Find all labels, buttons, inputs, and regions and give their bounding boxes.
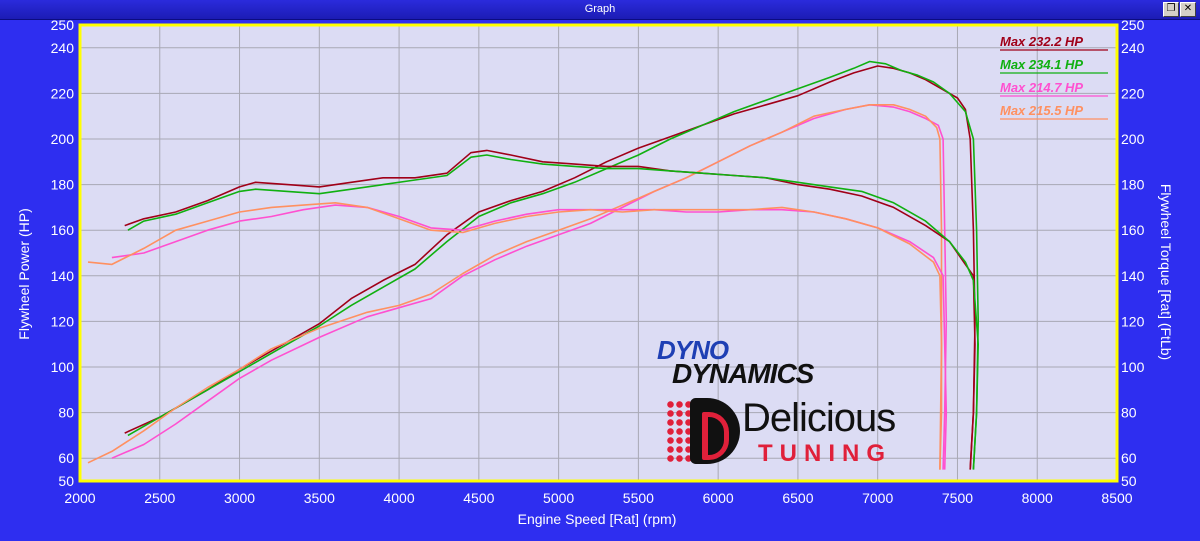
y-tick-label: 180 <box>51 177 75 193</box>
x-tick-label: 5000 <box>543 490 574 506</box>
dyno-chart: 2000 2500 3000 3500 4000 4500 5000 5500 6000 6500… <box>16 19 1174 527</box>
x-tick-label: 2000 <box>64 490 95 506</box>
x-tick-label: 8000 <box>1022 490 1053 506</box>
x-tick-label: 5500 <box>623 490 654 506</box>
y2-tick-label: 160 <box>1121 222 1145 238</box>
legend: Max 232.2 HP Max 234.1 HP Max 214.7 HP Max … <box>1000 34 1108 120</box>
x-axis-label: Engine Speed [Rat] (rpm) <box>518 511 677 527</box>
brand-sub-text: TUNING <box>758 440 892 467</box>
x-tick-labels: 2000 2500 3000 3500 4000 4500 5000 5500 6000 6500… <box>64 490 1132 506</box>
y2-tick-labels: 50 60 80 100 120 140 160 180 200 220 240 250 <box>1121 19 1145 489</box>
legend-entry: Max 214.7 HP <box>1000 80 1083 95</box>
y-tick-label: 250 <box>51 19 75 33</box>
power-curve <box>87 104 943 470</box>
x-tick-label: 6500 <box>782 490 813 506</box>
y-tick-label: 100 <box>51 359 75 375</box>
y2-tick-label: 250 <box>1121 19 1145 33</box>
x-tick-label: 7000 <box>862 490 893 506</box>
dyno-logo-top: DYNO <box>657 335 729 365</box>
y-axis-label: Flywheel Power (HP) <box>16 208 32 339</box>
y-tick-labels: 50 60 80 100 120 140 160 180 200 220 240 250 <box>51 19 75 489</box>
torque-curve <box>87 202 943 470</box>
window-title: Graph <box>584 3 616 15</box>
brand-main-text: Delicious <box>742 396 896 440</box>
data-curves <box>87 60 979 470</box>
torque-curve <box>127 154 979 470</box>
y2-tick-label: 120 <box>1121 313 1145 329</box>
x-tick-label: 3500 <box>304 490 335 506</box>
x-tick-label: 6000 <box>703 490 734 506</box>
legend-entry: Max 215.5 HP <box>1000 103 1083 118</box>
y-tick-label: 240 <box>51 40 75 56</box>
torque-curve <box>124 149 976 470</box>
plot-frame <box>78 23 1119 483</box>
title-bar: Graph ❐ ✕ <box>0 0 1200 20</box>
y-tick-label: 60 <box>58 450 74 466</box>
y2-tick-label: 140 <box>1121 268 1145 284</box>
dyno-logo-bottom: DYNAMICS <box>672 358 814 389</box>
y-tick-label: 120 <box>51 313 75 329</box>
y2-tick-label: 200 <box>1121 131 1145 147</box>
power-curve <box>127 60 979 470</box>
y2-tick-label: 220 <box>1121 85 1145 101</box>
y2-tick-label: 60 <box>1121 450 1137 466</box>
y2-tick-label: 80 <box>1121 405 1137 421</box>
legend-entry: Max 232.2 HP <box>1000 34 1083 49</box>
y-tick-label: 140 <box>51 268 75 284</box>
y2-tick-label: 180 <box>1121 177 1145 193</box>
restore-window-icon[interactable]: ❐ <box>1163 2 1179 17</box>
x-tick-label: 3000 <box>224 490 255 506</box>
y2-tick-label: 240 <box>1121 40 1145 56</box>
y-tick-label: 50 <box>58 473 74 489</box>
x-tick-label: 4500 <box>463 490 494 506</box>
y2-tick-label: 50 <box>1121 473 1137 489</box>
x-tick-label: 7500 <box>942 490 973 506</box>
x-tick-label: 2500 <box>144 490 175 506</box>
y-tick-label: 220 <box>51 85 75 101</box>
legend-entry: Max 234.1 HP <box>1000 57 1083 72</box>
close-window-icon[interactable]: ✕ <box>1180 2 1196 17</box>
y2-tick-label: 100 <box>1121 359 1145 375</box>
x-tick-label: 8500 <box>1101 490 1132 506</box>
y-tick-label: 80 <box>58 405 74 421</box>
y-tick-label: 160 <box>51 222 75 238</box>
y-tick-label: 200 <box>51 131 75 147</box>
y2-axis-label: Flywheel Torque [Rat] (FtLb) <box>1158 184 1174 360</box>
x-tick-label: 4000 <box>383 490 414 506</box>
